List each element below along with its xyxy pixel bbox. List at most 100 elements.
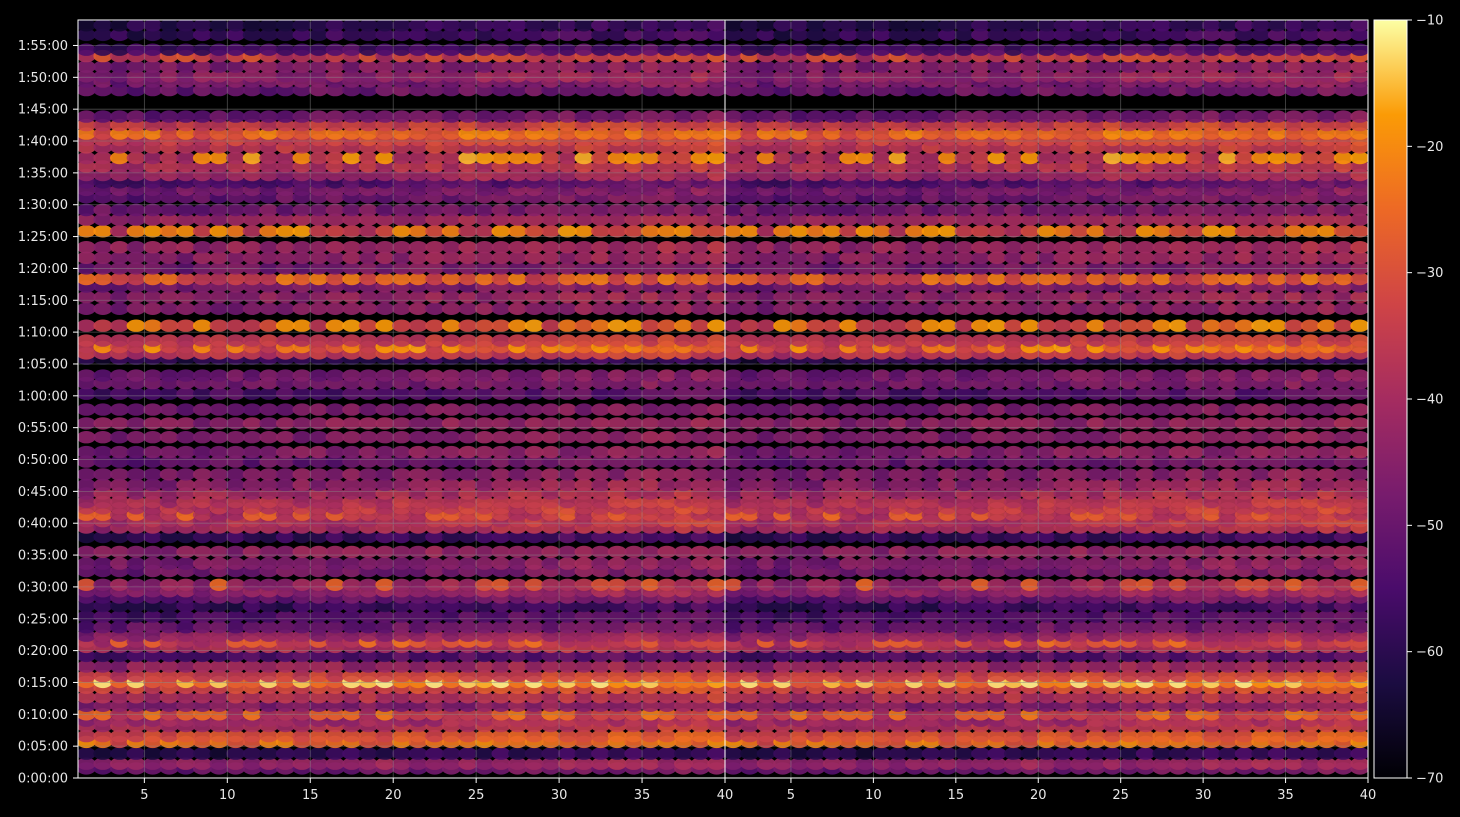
- heatmap-cell: [541, 621, 561, 634]
- heatmap-cell: [1119, 610, 1139, 623]
- heatmap-cell: [822, 387, 842, 400]
- heatmap-cell: [358, 669, 378, 683]
- heatmap-cell: [259, 28, 279, 42]
- heatmap-cell: [574, 578, 594, 591]
- heatmap-cell: [557, 127, 577, 140]
- heatmap-cell: [740, 290, 760, 304]
- heatmap-cell: [192, 445, 212, 459]
- heatmap-cell: [242, 272, 262, 286]
- heatmap-cell: [408, 495, 428, 509]
- heatmap-cell: [143, 272, 163, 286]
- heatmap-cell: [657, 272, 677, 286]
- heatmap-cell: [458, 530, 478, 544]
- heatmap-cell: [690, 699, 710, 712]
- heatmap-cell: [789, 334, 809, 347]
- heatmap-cell: [954, 621, 974, 634]
- heatmap-cell: [192, 60, 212, 73]
- heatmap-cell: [971, 369, 991, 382]
- heatmap-cell: [541, 251, 561, 264]
- heatmap-cell: [954, 557, 974, 570]
- heatmap-cell: [1004, 478, 1023, 492]
- heatmap-cell: [1267, 629, 1287, 642]
- heatmap-cell: [1333, 699, 1353, 712]
- heatmap-cell: [159, 118, 179, 132]
- heatmap-cell: [209, 213, 229, 226]
- heatmap-cell: [275, 213, 295, 226]
- heatmap-cell: [1119, 669, 1139, 683]
- heatmap-cell: [905, 319, 925, 332]
- heatmap-cell: [1350, 369, 1368, 382]
- heatmap-cell: [756, 445, 776, 459]
- heatmap-cell: [226, 468, 246, 481]
- heatmap-cell: [1135, 468, 1155, 481]
- heatmap-cell: [408, 28, 428, 42]
- heatmap-cell: [1020, 478, 1040, 492]
- heatmap-cell: [292, 578, 312, 591]
- heatmap-cell: [971, 557, 991, 570]
- heatmap-cell: [756, 290, 776, 304]
- heatmap-cell: [325, 369, 345, 382]
- heatmap-cell: [921, 417, 941, 430]
- heatmap-cell: [358, 319, 378, 332]
- heatmap-cell: [707, 431, 725, 444]
- heatmap-cell: [1251, 699, 1271, 712]
- heatmap-cell: [541, 387, 561, 400]
- heatmap-cell: [822, 487, 842, 500]
- heatmap-cell: [822, 478, 842, 492]
- heatmap-cell: [640, 431, 660, 444]
- heatmap-cell: [1004, 621, 1023, 634]
- heatmap-cell: [1119, 530, 1139, 544]
- heatmap-cell: [987, 387, 1007, 400]
- heatmap-cell: [888, 302, 908, 315]
- heatmap-cell: [905, 369, 925, 382]
- heatmap-cell: [524, 403, 544, 416]
- heatmap-cell: [1317, 757, 1337, 770]
- heatmap-cell: [1267, 747, 1287, 760]
- heatmap-cell: [325, 610, 345, 623]
- heatmap-cell: [375, 387, 395, 400]
- heatmap-cell: [259, 610, 279, 623]
- heatmap-cell: [1053, 445, 1073, 459]
- heatmap-cell: [855, 557, 875, 570]
- heatmap-cell: [358, 118, 378, 132]
- heatmap-cell: [325, 302, 345, 315]
- heatmap-cell: [1185, 578, 1205, 591]
- heatmap-cell: [110, 251, 129, 264]
- heatmap-cell: [839, 487, 859, 500]
- heatmap-cell: [209, 387, 229, 400]
- heatmap-cell: [1119, 495, 1139, 509]
- heatmap-cell: [209, 43, 229, 56]
- heatmap-cell: [458, 669, 478, 683]
- heatmap-cell: [740, 431, 760, 444]
- heatmap-cell: [1218, 747, 1238, 760]
- heatmap-cell: [1004, 431, 1023, 444]
- heatmap-cell: [1086, 621, 1106, 634]
- heatmap-cell: [725, 747, 743, 760]
- heatmap-cell: [1317, 319, 1337, 332]
- heatmap-cell: [657, 530, 677, 544]
- heatmap-cell: [690, 241, 710, 254]
- heatmap-cell: [425, 118, 445, 132]
- heatmap-cell: [143, 455, 163, 468]
- heatmap-cell: [690, 127, 710, 140]
- heatmap-cell: [574, 70, 594, 83]
- heatmap-cell: [905, 487, 925, 500]
- heatmap-cell: [392, 578, 411, 591]
- heatmap-cell: [740, 302, 760, 315]
- heatmap-cell: [126, 629, 146, 642]
- heatmap-cell: [1135, 319, 1155, 332]
- heatmap-cell: [209, 649, 229, 663]
- heatmap-cell: [292, 272, 312, 286]
- heatmap-cell: [1185, 729, 1205, 743]
- heatmap-cell: [707, 621, 725, 634]
- heatmap-cell: [707, 70, 725, 83]
- heatmap-cell: [110, 213, 129, 226]
- heatmap-cell: [408, 272, 428, 286]
- heatmap-cell: [690, 468, 710, 481]
- heatmap-cell: [1234, 334, 1254, 347]
- heatmap-cell: [474, 530, 494, 544]
- heatmap-cell: [1004, 699, 1023, 712]
- heatmap-cell: [159, 43, 179, 56]
- heatmap-cell: [441, 729, 461, 743]
- heatmap-cell: [176, 70, 196, 83]
